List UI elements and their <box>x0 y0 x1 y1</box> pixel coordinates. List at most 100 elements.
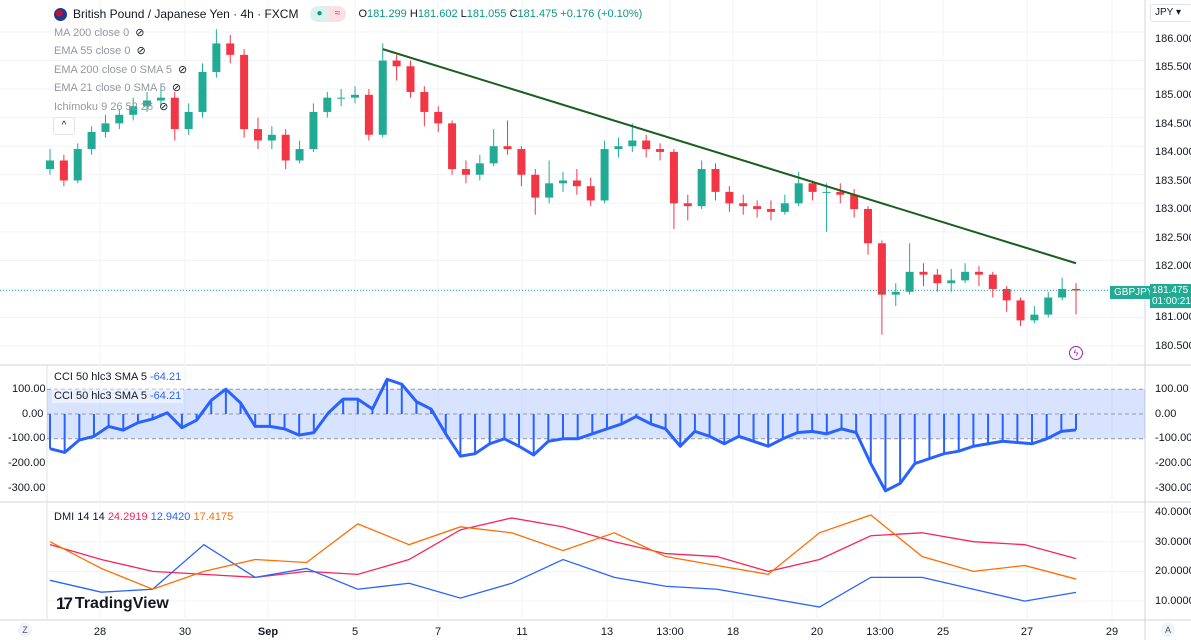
candle-body <box>1058 288 1067 298</box>
candle-body <box>378 60 387 135</box>
indicator-ichimoku[interactable]: Ichimoku 9 26 52 26 ⊘ <box>54 101 169 113</box>
price-tick: 185.500 <box>1155 61 1191 73</box>
candle-body <box>253 129 262 141</box>
indicator-ema55[interactable]: EMA 55 close 0 ⊘ <box>54 45 146 57</box>
candle-body <box>337 97 346 99</box>
candle-body <box>240 54 249 130</box>
candle-body <box>808 183 817 192</box>
candle-body <box>739 203 748 207</box>
candle-body <box>489 146 498 164</box>
cci-tick-left: -100.00 <box>8 432 46 444</box>
candle-body <box>586 186 595 201</box>
cci-legend[interactable]: CCI 50 hlc3 SMA 5 -64.21 <box>54 371 182 383</box>
hidden-eye-icon[interactable]: ⊘ <box>135 27 145 39</box>
candle-body <box>73 149 82 181</box>
price-tick: 185.000 <box>1155 89 1191 101</box>
candle-body <box>184 111 193 130</box>
candle-body <box>974 271 983 275</box>
wave-icon: ≈ <box>328 6 347 22</box>
adx-line <box>49 514 1077 590</box>
candle-body <box>226 43 235 55</box>
dmi-tick: 40.0000 <box>1155 506 1191 518</box>
candle-body <box>850 194 859 210</box>
hidden-eye-icon[interactable]: ⊘ <box>171 82 182 94</box>
candle-body <box>129 106 138 115</box>
candle-body <box>1072 288 1080 291</box>
candle-body <box>143 100 152 107</box>
time-tick: 13 <box>600 626 614 638</box>
tv-logo-icon: 17 <box>56 594 73 613</box>
time-tick: 25 <box>936 626 950 638</box>
dmi-minus-line <box>49 543 1077 608</box>
candle-body <box>947 280 956 284</box>
price-tick: 180.500 <box>1155 340 1191 352</box>
candle-body <box>1002 288 1011 301</box>
time-tick: 18 <box>726 626 740 638</box>
time-tick: Sep <box>257 626 279 638</box>
cci-tick-left: 100.00 <box>12 383 46 395</box>
tradingview-logo[interactable]: 17 TradingView <box>56 594 169 613</box>
candle-body <box>87 131 96 150</box>
cci-tick-left: -200.00 <box>8 457 46 469</box>
candle-body <box>351 94 360 98</box>
candle-body <box>59 160 68 181</box>
candle-body <box>780 203 789 212</box>
candle-body <box>656 149 665 152</box>
time-tick: 30 <box>178 626 192 638</box>
candle-body <box>669 151 678 204</box>
hidden-eye-icon[interactable]: ⊘ <box>178 64 188 76</box>
dmi-tick: 10.0000 <box>1155 595 1191 607</box>
symbol-title[interactable]: British Pound / Japanese Yen · 4h · FXCM <box>73 7 299 21</box>
dmi-tick: 30.0000 <box>1155 536 1191 548</box>
price-tick: 182.500 <box>1155 232 1191 244</box>
candle-body <box>1030 314 1039 321</box>
candle-body <box>434 111 443 124</box>
candle-body <box>961 271 970 281</box>
candle-body <box>517 149 526 175</box>
hidden-eye-icon[interactable]: ⊘ <box>136 45 146 57</box>
candle-body <box>753 206 762 210</box>
dmi-tick: 20.0000 <box>1155 565 1191 577</box>
collapse-legend-button[interactable]: ^ <box>53 117 75 135</box>
candle-body <box>115 114 124 124</box>
price-tick: 183.500 <box>1155 175 1191 187</box>
dmi-legend[interactable]: DMI 14 14 24.2919 12.9420 17.4175 <box>54 511 234 523</box>
candle-body <box>323 97 332 112</box>
candle-body <box>295 149 304 161</box>
candle-body <box>711 169 720 192</box>
price-tick: 183.000 <box>1155 203 1191 215</box>
currency-select[interactable]: JPY ▾ <box>1150 4 1191 22</box>
candle-body <box>600 149 609 201</box>
candle-body <box>794 183 803 204</box>
candle-body <box>475 163 484 175</box>
time-tick: 13:00 <box>656 626 684 638</box>
lightning-icon[interactable]: ϟ <box>1069 346 1083 360</box>
candle-body <box>559 180 567 184</box>
time-tick: 7 <box>434 626 442 638</box>
ohlc-values: O181.299 H181.602 L181.055 C181.475 +0.1… <box>358 8 643 20</box>
candle-body <box>905 271 914 292</box>
time-tick: 28 <box>93 626 107 638</box>
candle-body <box>545 183 554 198</box>
candle-body <box>891 291 900 295</box>
indicator-ema21[interactable]: EMA 21 close 0 SMA 5 ⊘ <box>54 82 182 94</box>
candle-body <box>988 274 997 289</box>
candle-body <box>1016 300 1025 321</box>
auto-scale-button[interactable]: A <box>1161 623 1175 637</box>
candle-body <box>531 174 540 198</box>
symbol-header: British Pound / Japanese Yen · 4h · FXCM… <box>54 6 642 22</box>
market-open-dot-icon: ● <box>310 6 329 22</box>
status-pill[interactable]: ● ≈ <box>310 6 347 22</box>
candle-body <box>642 140 651 150</box>
cci-tick: 0.00 <box>1155 408 1177 420</box>
candle-body <box>198 71 207 112</box>
candle-body <box>406 66 415 92</box>
hidden-eye-icon[interactable]: ⊘ <box>159 101 169 113</box>
candle-body <box>267 134 276 141</box>
candle-body <box>864 209 873 244</box>
cci-tick-left: -300.00 <box>8 482 46 494</box>
indicator-ma200[interactable]: MA 200 close 0 ⊘ <box>54 27 145 39</box>
indicator-ema200[interactable]: EMA 200 close 0 SMA 5 ⊘ <box>54 64 188 76</box>
timezone-button[interactable]: Z <box>18 623 32 637</box>
